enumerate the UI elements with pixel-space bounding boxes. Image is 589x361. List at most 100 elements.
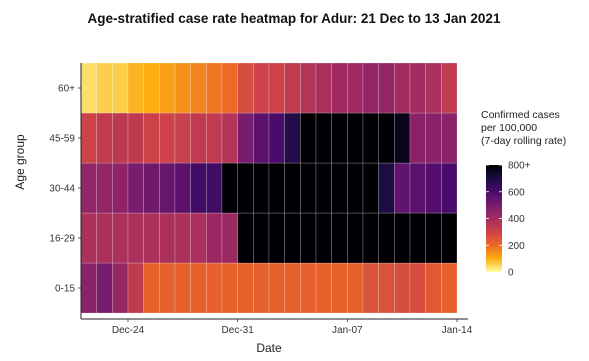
- heatmap-cell: [80, 262, 97, 314]
- heatmap-cell: [331, 212, 348, 264]
- heatmap-cell: [284, 212, 301, 264]
- heatmap-cell: [206, 262, 223, 314]
- heatmap-cell: [300, 112, 317, 164]
- heatmap-cell: [206, 162, 223, 214]
- heatmap-cell: [96, 162, 113, 214]
- heatmap-cell: [237, 262, 254, 314]
- heatmap-cell: [174, 162, 191, 214]
- heatmap-cell: [315, 212, 332, 264]
- heatmap-cell: [409, 162, 426, 214]
- heatmap-cell: [347, 262, 364, 314]
- x-axis: Dec-24 Dec-31 Jan-07 Jan-14: [81, 318, 473, 336]
- heatmap-cell: [268, 262, 285, 314]
- heatmap-cell: [409, 62, 426, 114]
- heatmap-cell: [425, 162, 442, 214]
- heatmap-cell: [409, 262, 426, 314]
- heatmap-cell: [206, 62, 223, 114]
- heatmap-cell: [347, 162, 364, 214]
- heatmap-cell: [425, 212, 442, 264]
- heatmap-cell: [206, 112, 223, 164]
- heatmap-cell: [331, 62, 348, 114]
- heatmap-cell: [221, 112, 238, 164]
- heatmap-cell: [174, 112, 191, 164]
- y-tick-label: 30-44: [49, 184, 75, 195]
- heatmap-cell: [378, 212, 395, 264]
- heatmap-cell: [174, 62, 191, 114]
- heatmap-cell: [347, 212, 364, 264]
- heatmap-cell: [237, 162, 254, 214]
- heatmap-cell: [347, 62, 364, 114]
- heatmap-cell: [300, 62, 317, 114]
- heatmap-cell: [112, 162, 129, 214]
- y-tick-label: 45-59: [49, 134, 75, 145]
- heatmap-cell: [174, 262, 191, 314]
- heatmap-cell: [127, 262, 144, 314]
- heatmap-cell: [315, 262, 332, 314]
- heatmap-cell: [253, 212, 270, 264]
- heatmap-cell: [112, 262, 129, 314]
- heatmap-cell: [441, 212, 458, 264]
- heatmap-cell: [80, 112, 97, 164]
- heatmap-cell: [409, 212, 426, 264]
- heatmap-cell: [394, 162, 411, 214]
- heatmap-cell: [409, 112, 426, 164]
- legend-title-line: (7-day rolling rate): [481, 135, 566, 147]
- heatmap-cell: [221, 262, 238, 314]
- heatmap-cell: [253, 62, 270, 114]
- heatmap-cell: [190, 112, 207, 164]
- y-axis-title: Age group: [13, 134, 27, 190]
- heatmap-cell: [331, 162, 348, 214]
- legend-tick-label: 400: [508, 214, 525, 225]
- heatmap-cell: [159, 262, 176, 314]
- heatmap-cell: [315, 62, 332, 114]
- heatmap-cell: [80, 212, 97, 264]
- legend-tick-label: 800+: [508, 161, 531, 172]
- x-tick-label: Dec-24: [112, 325, 145, 336]
- heatmap-cell: [237, 212, 254, 264]
- x-axis-title: Date: [256, 341, 282, 355]
- y-tick-label: 0-15: [55, 284, 75, 295]
- heatmap-cell: [315, 162, 332, 214]
- chart-title: Age-stratified case rate heatmap for Adu…: [88, 11, 501, 26]
- heatmap-cell: [159, 62, 176, 114]
- heatmap-cell: [284, 112, 301, 164]
- heatmap-cell: [331, 112, 348, 164]
- heatmap-cell: [425, 62, 442, 114]
- heatmap-cell: [127, 112, 144, 164]
- heatmap-cell: [237, 62, 254, 114]
- heatmap-cell: [159, 112, 176, 164]
- heatmap-cell: [237, 112, 254, 164]
- heatmap-cell: [300, 212, 317, 264]
- heatmap-cell: [127, 162, 144, 214]
- heatmap-cell: [112, 62, 129, 114]
- heatmap-cell: [268, 112, 285, 164]
- heatmap-cell: [96, 212, 113, 264]
- heatmap-cell: [221, 212, 238, 264]
- heatmap-cell: [268, 62, 285, 114]
- heatmap-cell: [190, 262, 207, 314]
- heatmap-cell: [425, 262, 442, 314]
- heatmap-cell: [394, 112, 411, 164]
- x-tick-label: Jan-14: [442, 325, 473, 336]
- heatmap-cell: [378, 112, 395, 164]
- heatmap-cell: [362, 262, 379, 314]
- legend-tick-label: 600: [508, 187, 525, 198]
- heatmap-cell: [284, 162, 301, 214]
- heatmap-cell: [378, 162, 395, 214]
- heatmap-cell: [96, 62, 113, 114]
- heatmap-cell: [441, 162, 458, 214]
- heatmap-cell: [425, 112, 442, 164]
- heatmap-cell: [143, 262, 160, 314]
- heatmap-cell: [253, 262, 270, 314]
- heatmap-cell: [143, 212, 160, 264]
- heatmap-cell: [362, 212, 379, 264]
- heatmap-cell: [300, 262, 317, 314]
- heatmap-cell: [159, 162, 176, 214]
- heatmap-cell: [378, 62, 395, 114]
- heatmap-cell: [190, 162, 207, 214]
- legend-colorbar: [486, 165, 502, 272]
- heatmap-cell: [331, 262, 348, 314]
- heatmap-cell: [300, 162, 317, 214]
